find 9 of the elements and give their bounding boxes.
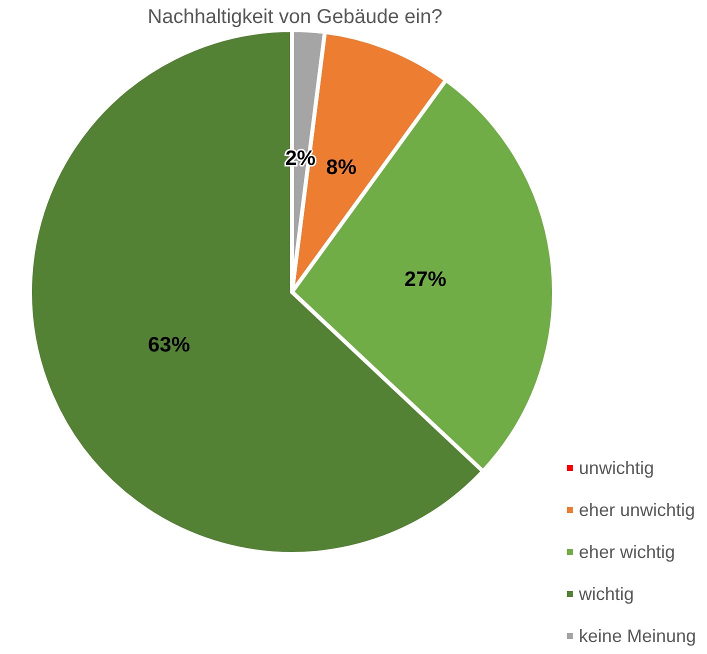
data-label: 63% bbox=[148, 334, 190, 357]
chart-title: Nachhaltigkeit von Gebäude ein? bbox=[148, 6, 442, 28]
data-label: 8% bbox=[326, 156, 357, 179]
legend-label: eher wichtig bbox=[578, 542, 675, 562]
legend-label: unwichtig bbox=[578, 458, 654, 478]
legend-label: wichtig bbox=[578, 584, 634, 604]
legend-label: eher unwichtig bbox=[578, 500, 695, 520]
data-label: 27% bbox=[404, 268, 447, 291]
legend-label: keine Meinung bbox=[578, 626, 696, 646]
